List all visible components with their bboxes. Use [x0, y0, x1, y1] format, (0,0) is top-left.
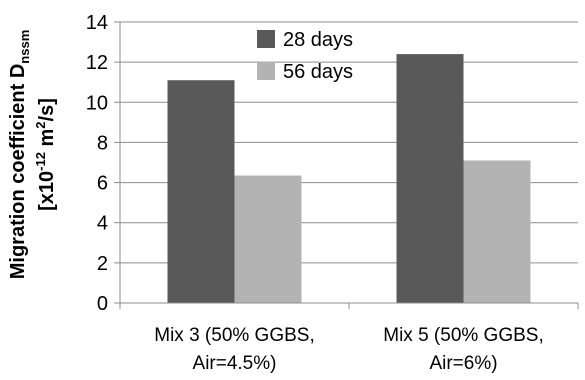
y-tick-label: 0: [97, 293, 108, 315]
legend-label: 28 days: [283, 29, 353, 51]
bar: [396, 54, 464, 303]
x-category-labels: Mix 3 (50% GGBS, Air=4.5%) Mix 5 (50% GGBS…: [154, 325, 544, 374]
x-category-label: Mix 3 (50% GGBS, Air=4.5%): [154, 325, 315, 374]
axes: [114, 21, 579, 309]
bar: [234, 175, 302, 303]
y-tick-label: 6: [97, 173, 108, 195]
y-tick-label: 12: [86, 52, 108, 74]
legend-swatch: [257, 30, 275, 48]
y-tick-label: 14: [86, 12, 108, 34]
y-tick-label: 2: [97, 253, 108, 275]
legend-swatch: [257, 62, 275, 80]
y-tick-labels: 0 2 4 6 8 10 12 14: [86, 12, 108, 315]
legend-label: 56 days: [283, 61, 353, 83]
bars: [167, 54, 531, 303]
y-tick-label: 10: [86, 92, 108, 114]
y-tick-label: 4: [97, 213, 108, 235]
x-category-label: Mix 5 (50% GGBS, Air=6%): [383, 325, 544, 374]
y-tick-label: 8: [97, 132, 108, 154]
bar: [167, 80, 235, 303]
legend: 28 days 56 days: [257, 29, 353, 83]
bar: [463, 160, 531, 303]
y-axis-label: Migration coefficient Dnssm[x10-12 m2/s]: [7, 30, 58, 280]
